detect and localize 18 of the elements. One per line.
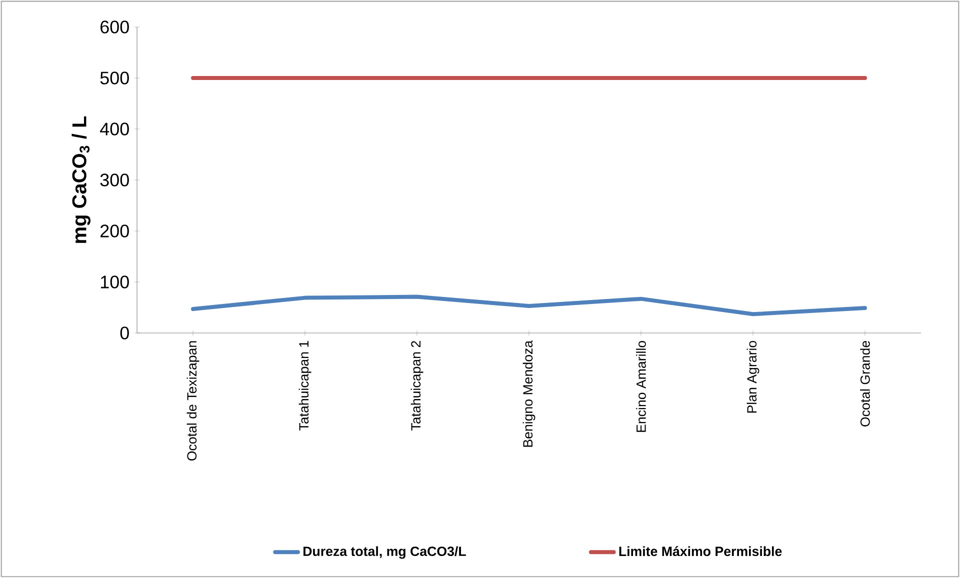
legend-label: Dureza total, mg CaCO3/L	[303, 546, 466, 559]
y-tick-label: 400	[100, 122, 129, 136]
x-tick-label: Encino Amarillo	[636, 340, 646, 432]
y-tick-label: 200	[100, 224, 129, 238]
legend-label: Limite Máximo Permisible	[619, 546, 782, 556]
x-tick-label: Tatahuicapan 2	[410, 341, 424, 431]
y-tick-label: 300	[100, 174, 129, 186]
y-tick-label: 600	[100, 20, 129, 34]
x-tick-label: Plan Agrario	[746, 340, 760, 413]
x-tick-label: Benigno Mendoza	[522, 340, 536, 447]
y-axis-title: mg CaCO$_{3}$ / L	[72, 116, 90, 243]
x-tick-label: Ocotal Grande	[860, 340, 870, 426]
y-tick-label: 100	[100, 276, 129, 288]
y-tick-label: 500	[100, 72, 129, 84]
y-tick-label: 0	[120, 326, 129, 340]
x-tick-label: Ocotal de Texizapan	[186, 341, 200, 461]
line-series	[191, 294, 867, 316]
x-tick-label: Tatahuicapan 1	[298, 341, 312, 431]
